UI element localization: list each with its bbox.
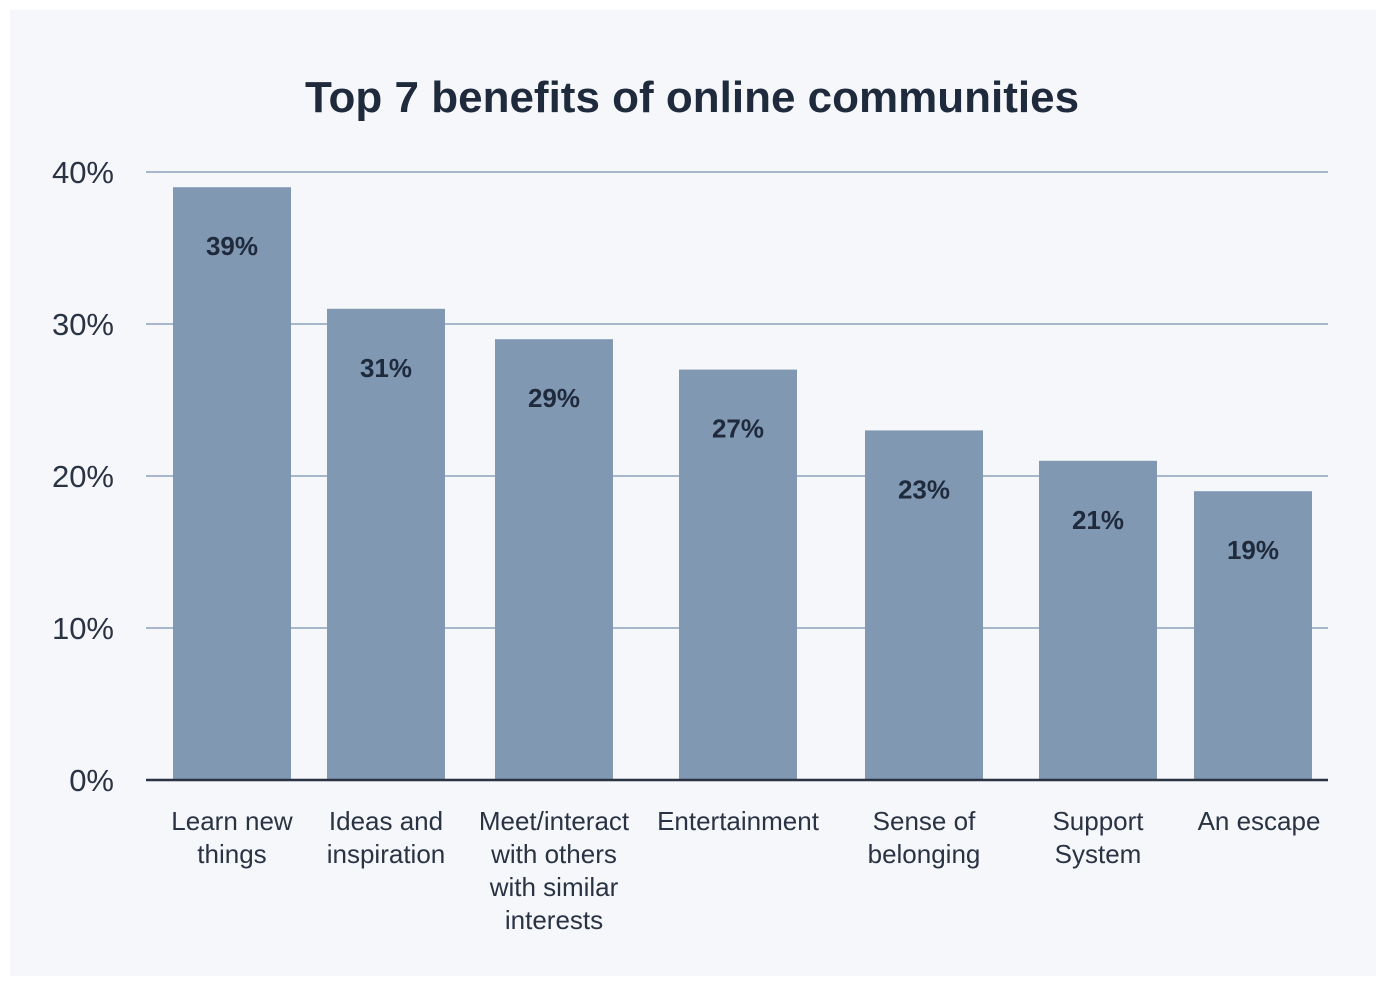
x-tick-line: with similar [489, 872, 619, 902]
bar-value-label: 31% [360, 353, 412, 383]
x-tick-label: Entertainment [657, 806, 820, 836]
y-tick-label: 30% [52, 307, 114, 342]
x-tick-line: Support [1052, 806, 1144, 836]
y-axis-ticks: 0% 10% 20% 30% 40% [52, 155, 114, 798]
x-tick-line: Meet/interact [479, 806, 630, 836]
bars [173, 187, 1312, 780]
x-tick-line: interests [505, 905, 603, 935]
bar [865, 430, 983, 780]
bar [679, 369, 797, 780]
bar [495, 339, 613, 780]
bar-value-label: 39% [206, 231, 258, 261]
y-tick-label: 40% [52, 155, 114, 190]
x-tick-label: Meet/interact with others with similar inte… [479, 806, 630, 935]
x-tick-line: An escape [1198, 806, 1321, 836]
x-tick-line: Sense of [873, 806, 976, 836]
x-tick-line: things [197, 839, 266, 869]
bar-value-label: 19% [1227, 535, 1279, 565]
bar [173, 187, 291, 780]
x-tick-line: inspiration [327, 839, 446, 869]
data-labels: 39% 31% 29% 27% 23% 21% 19% [206, 231, 1279, 565]
bar-value-label: 23% [898, 474, 950, 504]
bar-value-label: 21% [1072, 505, 1124, 535]
x-tick-line: Learn new [171, 806, 293, 836]
x-tick-line: Ideas and [329, 806, 443, 836]
y-tick-label: 0% [69, 763, 114, 798]
x-tick-label: An escape [1198, 806, 1321, 836]
x-tick-label: Support System [1052, 806, 1144, 869]
y-tick-label: 10% [52, 611, 114, 646]
x-tick-line: System [1055, 839, 1142, 869]
x-tick-line: Entertainment [657, 806, 820, 836]
bar [327, 308, 445, 780]
x-tick-label: Ideas and inspiration [327, 806, 446, 869]
bar-value-label: 29% [528, 383, 580, 413]
bar-value-label: 27% [712, 414, 764, 444]
bar [1039, 460, 1157, 780]
chart-title: Top 7 benefits of online communities [305, 73, 1079, 122]
bar [1194, 491, 1312, 780]
y-tick-label: 20% [52, 459, 114, 494]
x-tick-label: Sense of belonging [868, 806, 981, 869]
x-tick-line: belonging [868, 839, 981, 869]
x-tick-label: Learn new things [171, 806, 293, 869]
x-tick-line: with others [490, 839, 617, 869]
x-axis-ticks: Learn new things Ideas and inspiration Meet/… [171, 806, 1320, 935]
